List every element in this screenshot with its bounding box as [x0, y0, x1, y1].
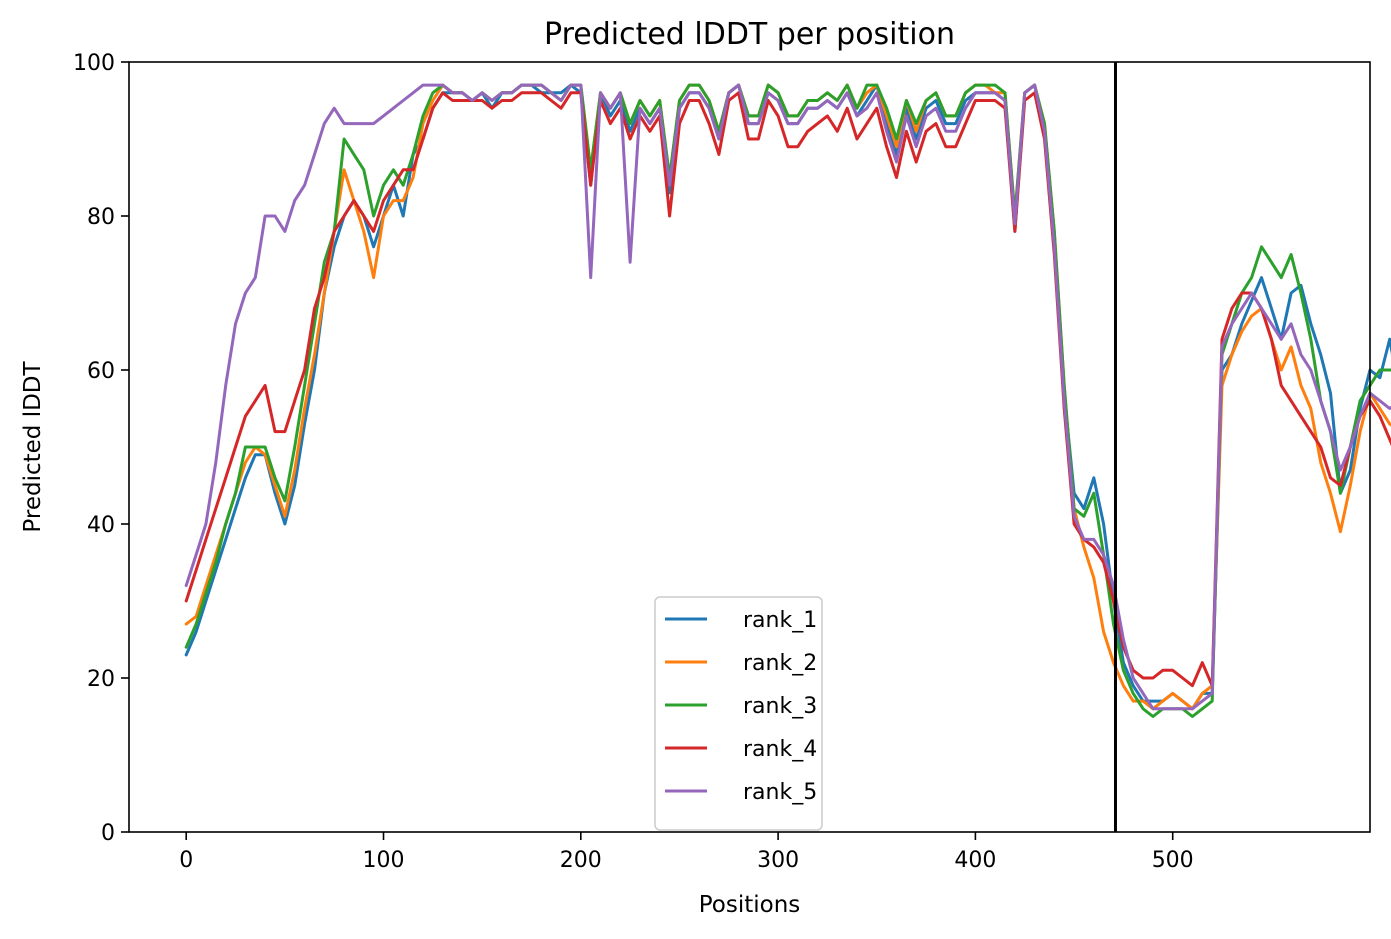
y-tick-label: 40	[87, 513, 115, 538]
y-tick-label: 80	[87, 205, 115, 230]
x-tick-label: 500	[1152, 848, 1194, 873]
legend-label-rank_1: rank_1	[743, 608, 817, 633]
series-line-rank_3	[184, 83, 1391, 718]
legend: rank_1 rank_2 rank_3 rank_4 rank_5	[654, 596, 823, 831]
x-tick-label: 100	[363, 848, 405, 873]
x-tick-label: 400	[954, 848, 996, 873]
legend-label-rank_5: rank_5	[743, 780, 817, 805]
series-line-rank_5	[184, 83, 1391, 711]
y-tick-label: 100	[73, 51, 115, 76]
x-axis-label: Positions	[699, 892, 801, 918]
legend-label-rank_3: rank_3	[743, 694, 817, 719]
y-axis-label: Predicted lDDT	[20, 360, 46, 532]
chart-title: Predicted lDDT per position	[544, 17, 955, 52]
y-tick-label: 0	[101, 821, 115, 846]
x-axis-ticks: 0 100 200 300 400 500	[179, 832, 1194, 873]
y-axis-ticks: 0 20 40 60 80 100	[73, 51, 129, 846]
y-tick-label: 20	[87, 667, 115, 692]
x-tick-label: 0	[179, 848, 193, 873]
x-tick-label: 200	[560, 848, 602, 873]
y-tick-label: 60	[87, 359, 115, 384]
legend-label-rank_2: rank_2	[743, 651, 817, 676]
legend-box	[654, 596, 823, 831]
series-line-rank_4	[184, 91, 1391, 688]
x-tick-label: 300	[757, 848, 799, 873]
plot-frame	[128, 61, 1371, 833]
series-layer	[184, 83, 1391, 718]
legend-label-rank_4: rank_4	[743, 737, 817, 762]
